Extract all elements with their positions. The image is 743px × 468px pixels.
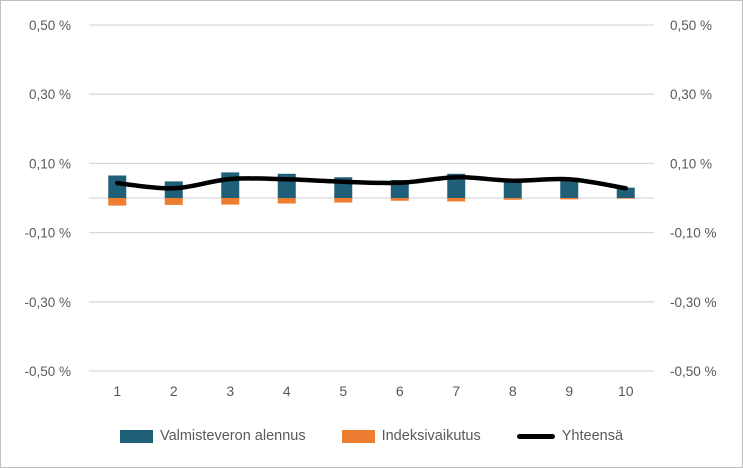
x-axis-tick: 5: [339, 383, 347, 399]
bar-segment: [277, 198, 296, 204]
legend-bar-swatch-blue: [119, 429, 153, 443]
y-axis-tick-right: 0,10 %: [670, 156, 712, 171]
bar-segment: [447, 198, 466, 202]
bar-segment: [221, 172, 240, 198]
y-axis-tick-left: -0,30 %: [24, 295, 71, 310]
total-line: [115, 174, 629, 191]
x-axis-tick: 4: [283, 383, 291, 399]
y-axis-tick-right: -0,10 %: [670, 226, 717, 241]
bar-segment: [560, 198, 579, 200]
legend-item-valmisteveron-alennus: Valmisteveron alennus: [119, 428, 306, 444]
bar-segment: [108, 198, 127, 206]
x-axis-tick: 9: [565, 383, 573, 399]
bar-segment: [390, 198, 409, 201]
bar-segment: [560, 177, 579, 198]
bar-segment: [616, 187, 635, 198]
y-axis-tick-right: 0,30 %: [670, 87, 712, 102]
bar-segment: [447, 173, 466, 198]
legend-item-indeksivaikutus: Indeksivaikutus: [341, 428, 481, 444]
x-axis-tick: 8: [509, 383, 517, 399]
bar-segment: [164, 198, 183, 205]
chart-legend: Valmisteveron alennus Indeksivaikutus Yh…: [1, 420, 742, 452]
legend-item-yhteensa: Yhteensä: [516, 428, 624, 444]
x-axis-tick: 1: [113, 383, 121, 399]
y-axis-tick-left: 0,50 %: [29, 18, 71, 33]
y-axis-tick-right: -0,30 %: [670, 295, 717, 310]
x-axis-tick: 2: [170, 383, 178, 399]
x-axis-tick: 10: [618, 383, 634, 399]
bar-segment: [503, 178, 522, 198]
bar-segment: [334, 198, 353, 203]
bar-segment: [221, 198, 240, 205]
y-axis-tick-right: 0,50 %: [670, 18, 712, 33]
legend-line-swatch-black: [516, 433, 555, 439]
x-axis-tick: 6: [396, 383, 404, 399]
legend-bar-swatch-orange: [341, 429, 375, 443]
bar-segment: [616, 198, 635, 199]
y-axis-tick-left: -0,50 %: [24, 364, 71, 379]
x-axis-tick: 3: [226, 383, 234, 399]
bar-segment: [503, 198, 522, 200]
bar-segment: [108, 175, 127, 198]
x-axis-tick: 7: [452, 383, 460, 399]
legend-label: Indeksivaikutus: [381, 428, 481, 444]
y-axis-tick-left: -0,10 %: [24, 226, 71, 241]
y-axis-tick-left: 0,10 %: [29, 156, 71, 171]
y-axis-tick-right: -0,50 %: [670, 364, 717, 379]
y-axis-tick-left: 0,30 %: [29, 87, 71, 102]
legend-label: Yhteensä: [561, 428, 624, 444]
legend-label: Valmisteveron alennus: [159, 428, 306, 444]
